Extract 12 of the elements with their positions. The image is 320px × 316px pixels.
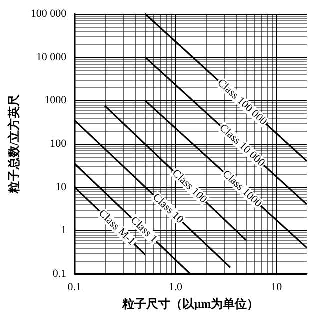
y-tick-label: 1000	[44, 94, 68, 107]
y-tick-label: 1	[61, 224, 67, 237]
x-tick-label: 0.1	[68, 282, 82, 294]
y-tick-label: 0.1	[52, 268, 67, 280]
y-tick-label: 10	[56, 181, 68, 194]
y-tick-label: 100	[50, 138, 68, 150]
y-tick-label: 100 000	[30, 8, 68, 20]
y-tick-label: 10 000	[36, 51, 68, 64]
x-tick-label: 1.0	[168, 282, 183, 294]
x-tick-label: 10	[271, 282, 283, 294]
y-axis-title: 粒子总数/立方英尺	[7, 93, 21, 195]
x-axis-title: 粒子尺寸（以μm为单位）	[121, 296, 260, 311]
